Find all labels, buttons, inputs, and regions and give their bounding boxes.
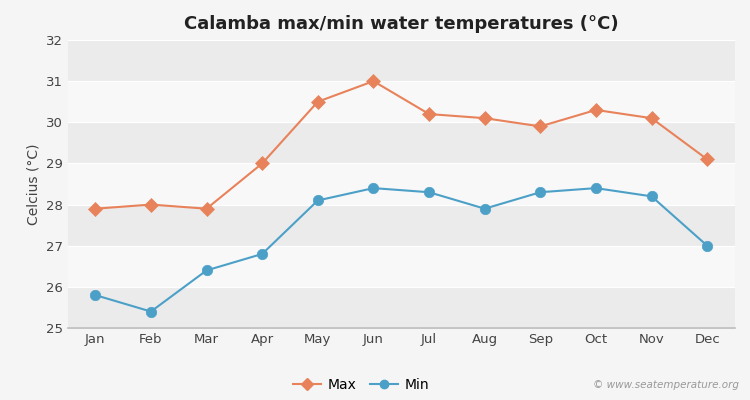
Bar: [68, 287, 735, 328]
Bar: [68, 204, 735, 246]
Max: [202, 206, 211, 211]
Min: [314, 198, 322, 203]
Max: [424, 112, 433, 116]
Min: [146, 309, 155, 314]
Max: [146, 202, 155, 207]
Bar: [68, 164, 735, 204]
Bar: [68, 40, 735, 81]
Min: [202, 268, 211, 273]
Max: [703, 157, 712, 162]
Min: [536, 190, 544, 195]
Max: [314, 99, 322, 104]
Y-axis label: Celcius (°C): Celcius (°C): [26, 143, 40, 225]
Min: [480, 206, 489, 211]
Max: [369, 79, 378, 84]
Min: [647, 194, 656, 199]
Max: [536, 124, 544, 129]
Bar: [68, 81, 735, 122]
Max: [647, 116, 656, 120]
Min: [592, 186, 601, 190]
Min: [369, 186, 378, 190]
Min: [703, 243, 712, 248]
Bar: [68, 122, 735, 164]
Title: Calamba max/min water temperatures (°C): Calamba max/min water temperatures (°C): [184, 15, 619, 33]
Min: [258, 252, 267, 256]
Line: Max: Max: [91, 76, 712, 214]
Min: [91, 293, 100, 298]
Bar: [68, 246, 735, 287]
Max: [480, 116, 489, 120]
Max: [592, 108, 601, 112]
Min: [424, 190, 433, 195]
Max: [258, 161, 267, 166]
Line: Min: Min: [90, 183, 712, 317]
Max: [91, 206, 100, 211]
Text: © www.seatemperature.org: © www.seatemperature.org: [592, 380, 739, 390]
Legend: Max, Min: Max, Min: [287, 372, 435, 398]
